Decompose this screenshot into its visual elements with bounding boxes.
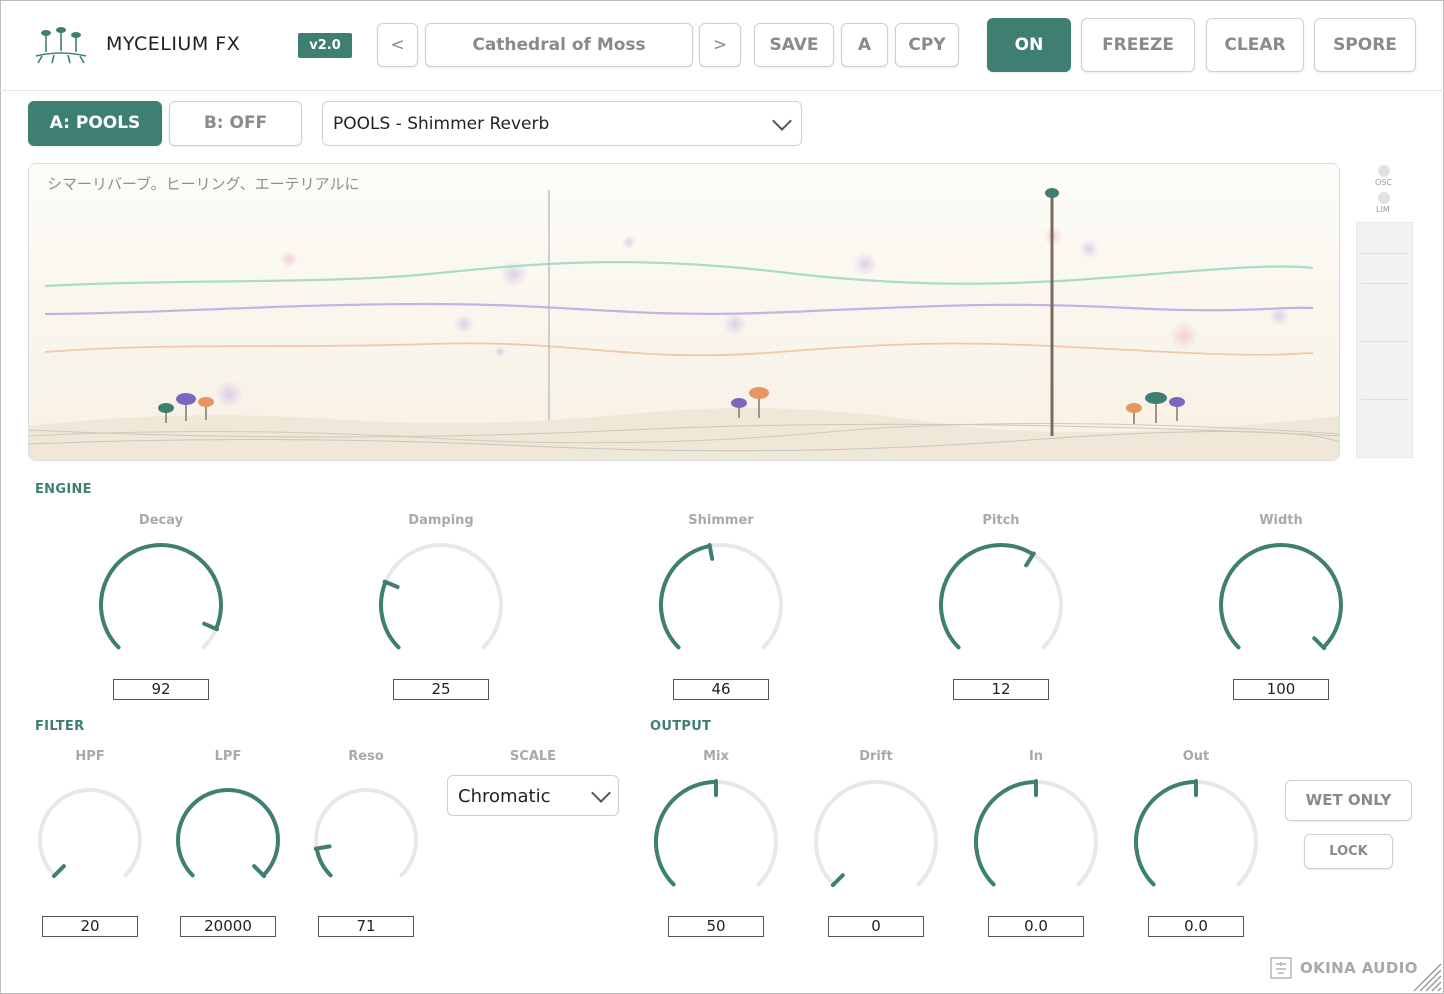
lock-button[interactable]: LOCK (1304, 834, 1393, 869)
lpf-knob[interactable] (171, 783, 285, 897)
app-title: MYCELIUM FX (106, 33, 241, 55)
shimmer-label: Shimmer (688, 513, 754, 528)
okina-logo-icon (1270, 957, 1292, 979)
hpf-value-field[interactable]: 20 (42, 916, 138, 937)
slot-a-tab[interactable]: A: POOLS (28, 101, 162, 146)
scale-label: SCALE (509, 749, 557, 764)
chevron-down-icon (772, 111, 792, 131)
mix-value-field[interactable]: 50 (668, 916, 764, 937)
wet-only-button[interactable]: WET ONLY (1285, 780, 1412, 821)
mix-label: Mix (703, 749, 729, 764)
damping-value-field[interactable]: 25 (393, 679, 489, 700)
algorithm-description: シマーリバーブ。ヒーリング、エーテリアルに (47, 175, 360, 193)
reso-value-field[interactable]: 71 (318, 916, 414, 937)
algorithm-select-value: POOLS - Shimmer Reverb (333, 114, 550, 134)
visualizer-canvas (29, 164, 1339, 460)
out-value-field[interactable]: 0.0 (1148, 916, 1244, 937)
lpf-value-field[interactable]: 20000 (180, 916, 276, 937)
hpf-knob[interactable] (33, 783, 147, 897)
out-label: Out (1182, 749, 1210, 764)
header-divider (0, 90, 1444, 91)
width-label: Width (1259, 513, 1303, 528)
level-meter (1356, 222, 1413, 458)
prev-preset-button[interactable]: < (377, 23, 418, 67)
in-knob[interactable] (969, 775, 1103, 909)
version-badge: v2.0 (298, 33, 352, 58)
filter-section-title: FILTER (35, 719, 85, 734)
in-label: In (1028, 749, 1044, 764)
copy-button[interactable]: CPY (895, 23, 959, 67)
scale-select[interactable]: Chromatic (447, 775, 619, 816)
out-knob[interactable] (1129, 775, 1263, 909)
mushroom-cluster-left (158, 393, 214, 423)
algorithm-select[interactable]: POOLS - Shimmer Reverb (322, 101, 802, 146)
clear-button[interactable]: CLEAR (1206, 18, 1304, 72)
damping-label: Damping (408, 513, 474, 528)
width-value-field[interactable]: 100 (1233, 679, 1329, 700)
osc-indicator-led (1378, 165, 1390, 177)
width-knob[interactable] (1214, 538, 1348, 672)
osc-label: OSC (1375, 178, 1392, 187)
lim-label: LIM (1376, 205, 1390, 214)
lim-indicator-led (1378, 192, 1390, 204)
power-on-button[interactable]: ON (987, 18, 1071, 72)
decay-value-field[interactable]: 92 (113, 679, 209, 700)
drift-label: Drift (859, 749, 893, 764)
pitch-label: Pitch (982, 513, 1020, 528)
shimmer-knob[interactable] (654, 538, 788, 672)
slot-b-tab[interactable]: B: OFF (169, 101, 302, 146)
reso-label: Reso (348, 749, 384, 764)
mycelium-logo-icon (35, 27, 87, 64)
hpf-label: HPF (75, 749, 105, 764)
save-button[interactable]: SAVE (754, 23, 834, 67)
decay-knob[interactable] (94, 538, 228, 672)
drift-knob[interactable] (809, 775, 943, 909)
spore-button[interactable]: SPORE (1314, 18, 1416, 72)
decay-label: Decay (138, 513, 184, 528)
in-value-field[interactable]: 0.0 (988, 916, 1084, 937)
preset-name-field[interactable]: Cathedral of Moss (425, 23, 693, 67)
output-section-title: OUTPUT (650, 719, 712, 734)
mushroom-cluster-right (1126, 392, 1185, 424)
visualizer-display[interactable]: シマーリバーブ。ヒーリング、エーテリアルに (28, 163, 1340, 461)
resize-handle-icon[interactable] (1410, 960, 1442, 992)
shimmer-value-field[interactable]: 46 (673, 679, 769, 700)
drift-value-field[interactable]: 0 (828, 916, 924, 937)
engine-section-title: ENGINE (35, 482, 92, 497)
reso-knob[interactable] (309, 783, 423, 897)
pitch-value-field[interactable]: 12 (953, 679, 1049, 700)
compare-a-button[interactable]: A (841, 23, 888, 67)
lpf-label: LPF (214, 749, 242, 764)
scale-select-value: Chromatic (458, 786, 551, 807)
brand-name: OKINA AUDIO (1300, 959, 1418, 977)
damping-knob[interactable] (374, 538, 508, 672)
next-preset-button[interactable]: > (699, 23, 741, 67)
freeze-button[interactable]: FREEZE (1081, 18, 1195, 72)
chevron-down-icon (591, 783, 611, 803)
mushroom-cluster-middle (731, 387, 769, 418)
mix-knob[interactable] (649, 775, 783, 909)
pitch-knob[interactable] (934, 538, 1068, 672)
